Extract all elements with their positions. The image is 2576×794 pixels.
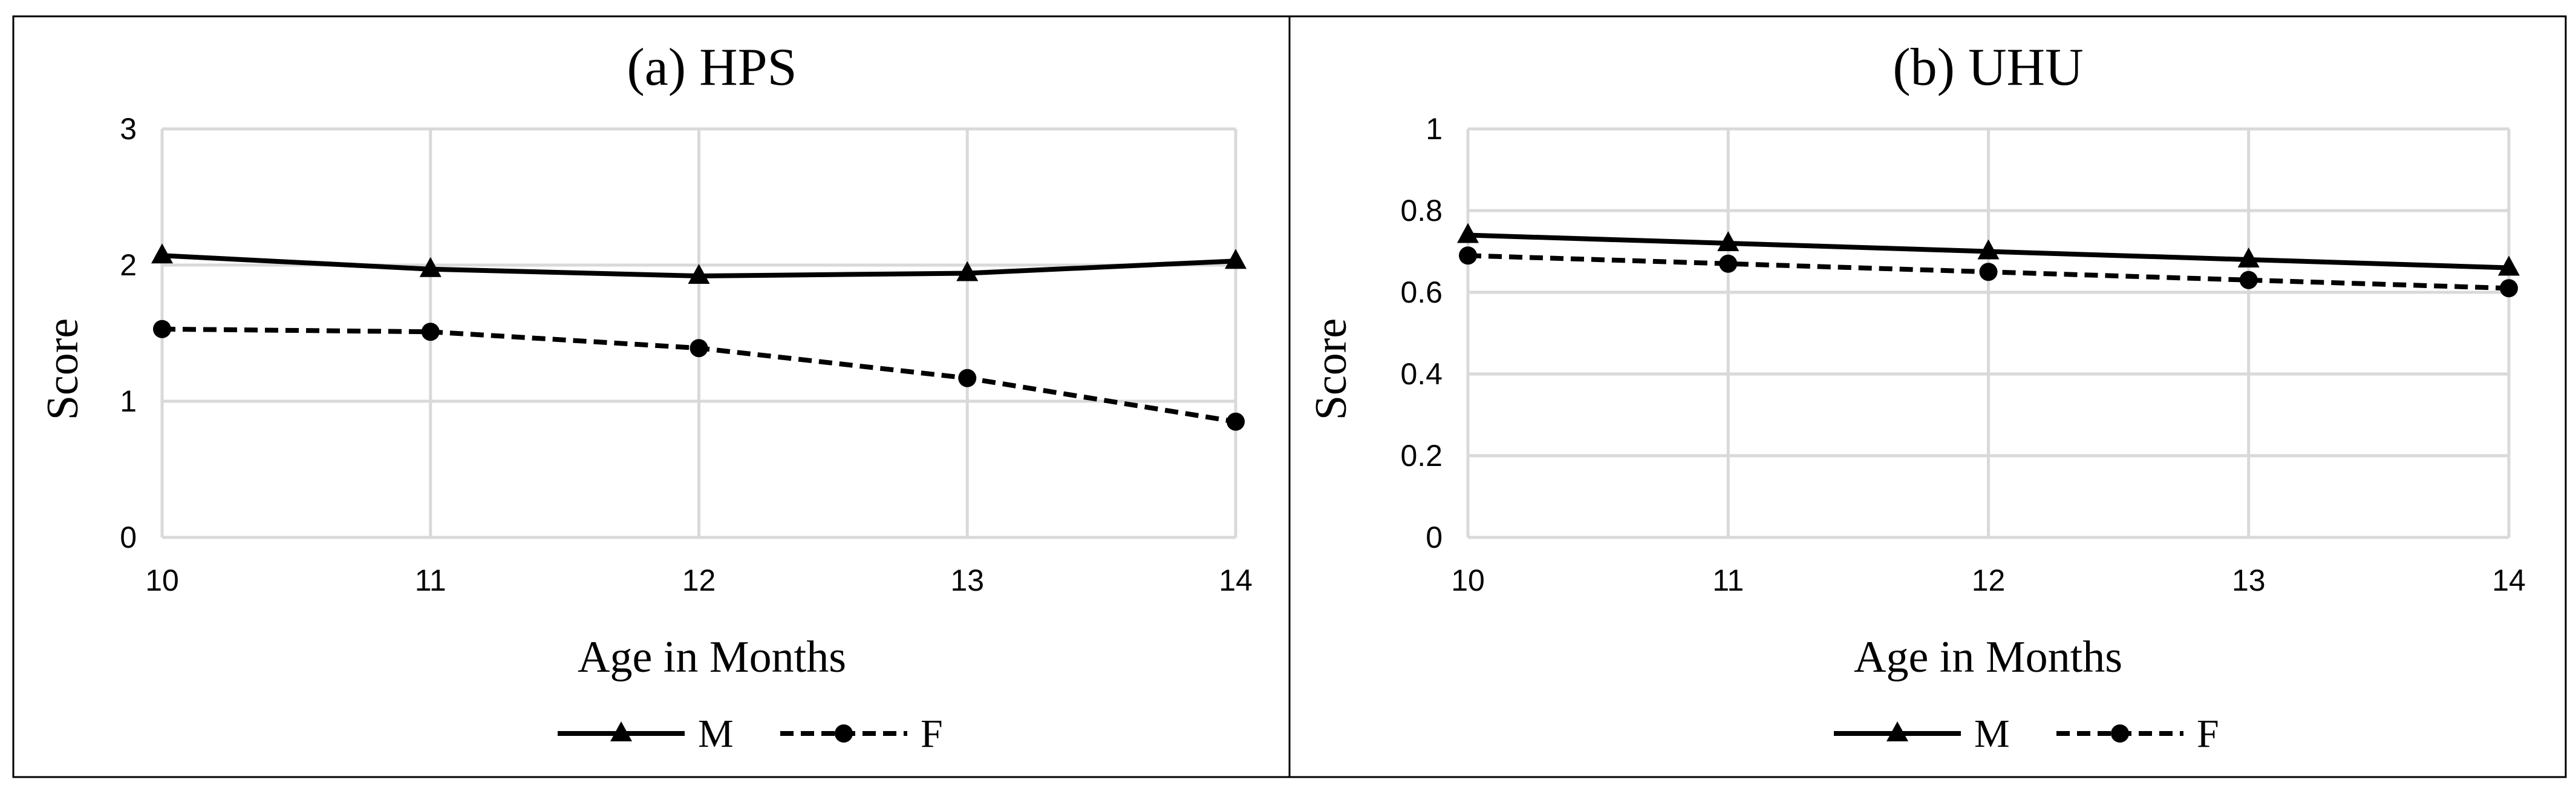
y-tick-label: 3 bbox=[120, 112, 137, 146]
y-tick-label: 0 bbox=[120, 520, 137, 554]
x-tick-label: 11 bbox=[415, 563, 446, 597]
y-axis-label: Score bbox=[38, 318, 88, 421]
data-point-F bbox=[2500, 279, 2518, 298]
x-tick-label: 12 bbox=[1972, 563, 2006, 597]
x-tick-label: 11 bbox=[1712, 563, 1744, 597]
x-tick-label: 14 bbox=[2492, 563, 2526, 597]
x-tick-label: 14 bbox=[1219, 563, 1253, 597]
data-point-M bbox=[688, 264, 710, 284]
data-point-F bbox=[2239, 271, 2258, 289]
data-point-M bbox=[1977, 239, 2000, 260]
data-point-F bbox=[421, 323, 440, 341]
data-point-F bbox=[1227, 412, 1245, 431]
y-tick-label: 0.8 bbox=[1400, 194, 1443, 228]
x-tick-label: 12 bbox=[682, 563, 716, 597]
gridlines bbox=[160, 127, 1237, 539]
y-tick-label: 1 bbox=[120, 384, 137, 418]
data-point-M bbox=[419, 257, 442, 277]
series-layer bbox=[151, 243, 1247, 431]
x-tick-label: 10 bbox=[1451, 563, 1485, 597]
y-tick-label: 2 bbox=[120, 248, 137, 282]
data-point-F bbox=[1719, 254, 1738, 273]
data-point-F bbox=[690, 339, 708, 358]
data-point-F bbox=[1459, 246, 1477, 265]
x-tick-label: 13 bbox=[950, 563, 984, 597]
data-point-M bbox=[151, 243, 173, 264]
x-tick-label: 10 bbox=[145, 563, 179, 597]
data-point-M bbox=[2237, 248, 2260, 267]
data-point-F bbox=[958, 369, 977, 387]
panel-border bbox=[1288, 15, 2567, 778]
legend-marker-F bbox=[2111, 724, 2129, 743]
data-point-M bbox=[1457, 223, 1479, 243]
x-axis-label: Age in Months bbox=[1854, 632, 2122, 682]
chart-title: (a) HPS bbox=[627, 38, 797, 97]
legend-marker-M bbox=[610, 721, 632, 741]
y-tick-label: 0.6 bbox=[1400, 275, 1443, 309]
legend-label-M: M bbox=[698, 712, 734, 756]
gridlines bbox=[1466, 127, 2511, 539]
data-point-F bbox=[153, 320, 171, 338]
y-tick-label: 0.4 bbox=[1400, 357, 1443, 391]
y-axis-label: Score bbox=[1306, 318, 1356, 421]
x-axis-label: Age in Months bbox=[578, 632, 846, 682]
x-tick-label: 13 bbox=[2232, 563, 2266, 597]
legend-marker-M bbox=[1886, 721, 1908, 741]
y-tick-label: 0.2 bbox=[1400, 439, 1443, 473]
tick-labels: 0 0.2 0.4 0.6 0.8 1 10 11 12 13 14 bbox=[1400, 112, 2525, 597]
legend-marker-F bbox=[835, 724, 853, 743]
data-point-M bbox=[1225, 249, 1247, 269]
data-point-M bbox=[956, 261, 979, 281]
legend-label-M: M bbox=[1974, 712, 2010, 756]
y-tick-label: 0 bbox=[1426, 520, 1443, 554]
series-layer bbox=[1457, 223, 2520, 298]
data-point-M bbox=[1717, 231, 1740, 251]
legend-label-F: F bbox=[2197, 712, 2219, 756]
data-point-M bbox=[2498, 255, 2520, 276]
y-tick-label: 1 bbox=[1426, 112, 1443, 146]
data-point-F bbox=[1979, 263, 1998, 281]
panel-uhu: (b) UHU Score Age in Months 0 0.2 0.4 0.6 0.… bbox=[1288, 15, 2567, 778]
legend-label-F: F bbox=[921, 712, 943, 756]
chart-title: (b) UHU bbox=[1893, 38, 2083, 97]
